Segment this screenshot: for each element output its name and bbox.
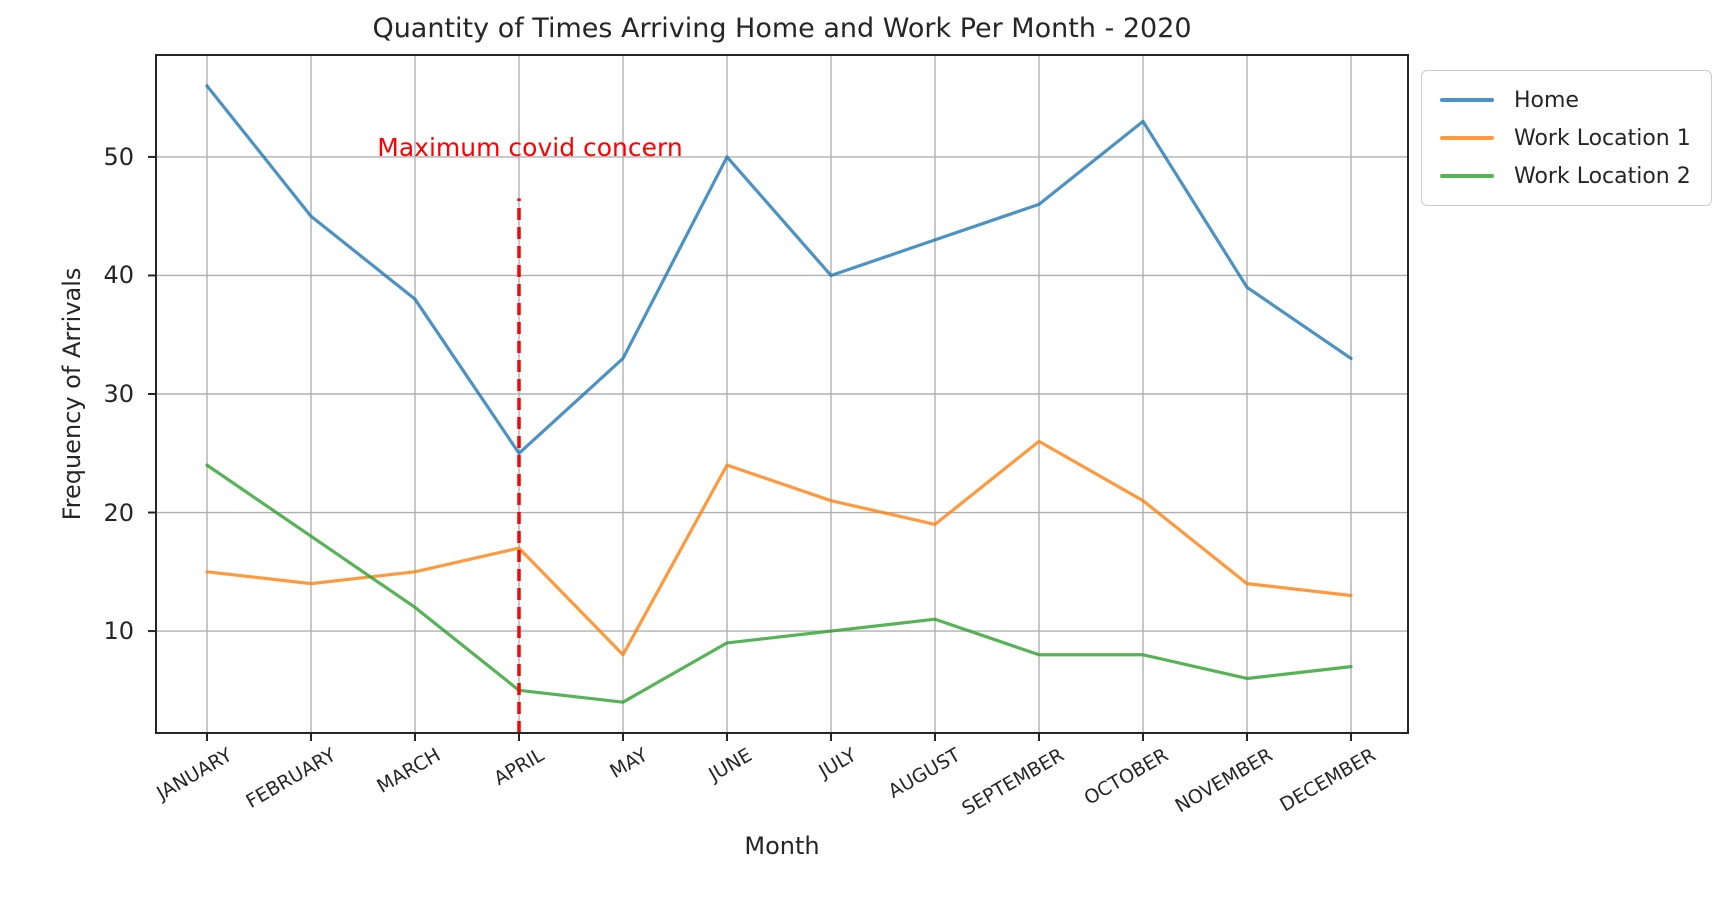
y-tick-label: 10 — [103, 617, 134, 646]
legend-item-work-location-1: Work Location 1 — [1432, 119, 1697, 157]
legend-label: Work Location 2 — [1514, 163, 1691, 189]
legend-label: Home — [1514, 87, 1579, 113]
series-line-work-location-1 — [205, 439, 1353, 657]
chart-title: Quantity of Times Arriving Home and Work… — [372, 13, 1192, 44]
legend-line-swatch — [1440, 136, 1494, 140]
annotation-max-covid-concern: Maximum covid concern — [377, 133, 683, 162]
legend-item-home: Home — [1432, 81, 1697, 119]
legend-line-swatch — [1440, 98, 1494, 102]
legend-line-swatch — [1440, 174, 1494, 178]
y-tick-label: 30 — [103, 380, 134, 408]
series-line-work-location-2 — [205, 463, 1353, 704]
series-line-home — [205, 84, 1353, 455]
y-tick-label: 20 — [103, 498, 134, 527]
legend-item-work-location-2: Work Location 2 — [1432, 157, 1697, 195]
legend-label: Work Location 1 — [1514, 125, 1691, 151]
y-tick-label: 50 — [103, 142, 134, 171]
y-tick-label: 40 — [103, 261, 134, 290]
x-axis-label: Month — [744, 832, 820, 860]
legend: Home Work Location 1 Work Location 2 — [1421, 70, 1712, 206]
